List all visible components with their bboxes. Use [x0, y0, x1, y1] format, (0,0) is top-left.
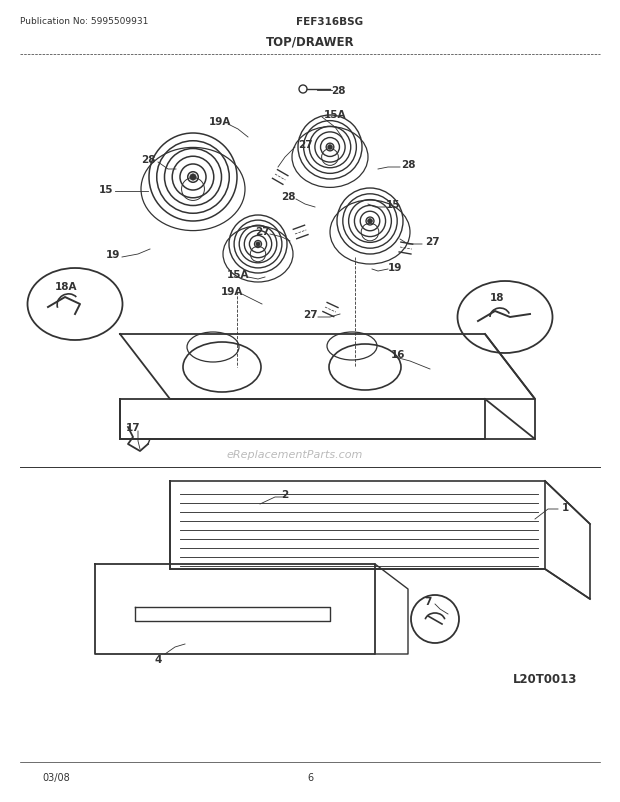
Text: 28: 28 — [281, 192, 295, 202]
Text: eReplacementParts.com: eReplacementParts.com — [227, 449, 363, 460]
Text: 27: 27 — [425, 237, 440, 247]
Text: 18A: 18A — [55, 282, 78, 292]
Text: TOP/DRAWER: TOP/DRAWER — [266, 35, 354, 48]
Text: 1: 1 — [561, 502, 569, 512]
Text: 15A: 15A — [324, 110, 346, 119]
Text: Publication No: 5995509931: Publication No: 5995509931 — [20, 18, 148, 26]
Circle shape — [368, 220, 373, 224]
Text: L20T0013: L20T0013 — [513, 673, 577, 686]
Text: 4: 4 — [154, 654, 162, 664]
Text: 03/08: 03/08 — [42, 772, 70, 782]
Text: 19A: 19A — [209, 117, 231, 127]
Text: 15A: 15A — [227, 269, 249, 280]
Text: FEF316BSG: FEF316BSG — [296, 17, 363, 27]
Text: 7: 7 — [424, 596, 432, 606]
Text: 27: 27 — [255, 227, 269, 237]
Text: 17: 17 — [126, 423, 140, 432]
Text: 2: 2 — [281, 489, 289, 500]
Circle shape — [256, 243, 260, 247]
Text: 16: 16 — [391, 350, 405, 359]
Text: 19: 19 — [388, 263, 402, 273]
Text: 15: 15 — [386, 200, 401, 210]
Text: 28: 28 — [330, 86, 345, 96]
Text: 19: 19 — [106, 249, 120, 260]
Text: 27: 27 — [298, 140, 312, 150]
Text: 6: 6 — [307, 772, 313, 782]
Text: 28: 28 — [401, 160, 415, 170]
Circle shape — [190, 175, 196, 181]
Text: 28: 28 — [141, 155, 155, 164]
Circle shape — [328, 145, 332, 150]
Text: 15: 15 — [99, 184, 113, 195]
Text: 27: 27 — [303, 310, 317, 320]
Text: 19A: 19A — [221, 286, 243, 297]
Text: 18: 18 — [490, 293, 504, 302]
